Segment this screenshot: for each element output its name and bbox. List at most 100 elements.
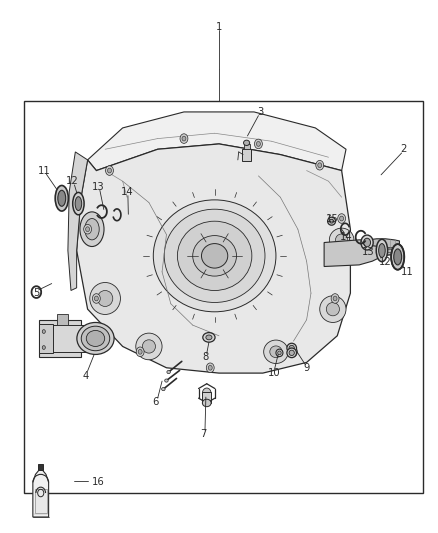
Text: 6: 6 [152,398,159,407]
Ellipse shape [193,236,237,276]
Ellipse shape [338,214,346,223]
Text: 7: 7 [201,430,207,439]
Polygon shape [367,239,399,248]
Text: 3: 3 [258,107,264,117]
Text: 12: 12 [66,176,79,186]
Ellipse shape [391,244,404,270]
Polygon shape [77,144,350,373]
Ellipse shape [289,350,294,356]
Ellipse shape [378,244,385,257]
Ellipse shape [320,296,346,322]
Ellipse shape [376,239,388,262]
Ellipse shape [81,326,110,351]
Text: 1: 1 [216,22,222,31]
Ellipse shape [85,219,99,240]
Text: 12: 12 [379,257,392,267]
Bar [39,320,81,357]
Polygon shape [68,152,88,290]
Text: 11: 11 [37,166,50,175]
Polygon shape [383,241,396,256]
Ellipse shape [77,322,114,354]
Polygon shape [88,112,346,171]
Ellipse shape [203,333,215,342]
Ellipse shape [336,234,348,246]
Ellipse shape [201,244,228,268]
Bar [35,489,47,513]
Ellipse shape [206,363,214,373]
Ellipse shape [254,139,262,149]
Ellipse shape [331,294,339,303]
Polygon shape [324,240,383,266]
Bar [242,149,251,161]
Ellipse shape [287,348,297,358]
Ellipse shape [92,294,100,303]
Ellipse shape [340,216,343,221]
Text: 14: 14 [121,187,133,197]
Bar [38,464,43,470]
Ellipse shape [153,200,276,312]
Ellipse shape [162,387,165,391]
Ellipse shape [80,212,104,247]
Ellipse shape [167,370,170,374]
Bar [244,144,250,149]
Ellipse shape [206,335,212,340]
Ellipse shape [270,346,282,358]
Text: 8: 8 [203,352,209,362]
Ellipse shape [55,185,68,211]
Ellipse shape [364,238,371,247]
Ellipse shape [287,343,297,353]
Ellipse shape [136,333,162,360]
Ellipse shape [177,221,252,290]
Text: 13: 13 [92,182,105,191]
Bar [57,314,68,325]
Text: 15: 15 [325,214,339,223]
Ellipse shape [202,388,211,399]
Ellipse shape [292,350,296,354]
Ellipse shape [394,249,402,265]
Ellipse shape [182,136,186,141]
Text: 11: 11 [401,267,414,277]
Ellipse shape [289,345,294,351]
Bar [52,325,95,352]
Ellipse shape [97,290,113,306]
Bar [24,101,423,493]
Ellipse shape [75,197,81,211]
Ellipse shape [86,330,105,346]
Bar [202,392,211,403]
Ellipse shape [316,160,324,170]
Ellipse shape [42,329,46,334]
Ellipse shape [142,340,155,353]
Ellipse shape [208,366,212,370]
Ellipse shape [278,351,281,355]
Text: 4: 4 [82,371,88,381]
Ellipse shape [106,166,113,175]
Ellipse shape [94,296,98,301]
Ellipse shape [107,168,111,173]
Ellipse shape [326,303,339,316]
Ellipse shape [164,209,265,302]
Ellipse shape [328,217,336,225]
Ellipse shape [165,379,168,382]
Ellipse shape [264,340,288,364]
Text: 13: 13 [362,247,374,256]
Text: 10: 10 [268,368,280,378]
Text: 16: 16 [92,478,105,487]
Ellipse shape [276,349,283,357]
Ellipse shape [90,282,120,314]
Ellipse shape [180,134,188,143]
Ellipse shape [361,235,373,250]
Ellipse shape [42,346,46,350]
Ellipse shape [244,140,250,146]
Ellipse shape [329,228,354,252]
Ellipse shape [290,347,297,357]
Bar [39,324,53,353]
Ellipse shape [330,220,334,223]
Ellipse shape [318,163,321,168]
Ellipse shape [58,190,66,206]
Ellipse shape [136,347,144,357]
Text: 14: 14 [340,232,352,242]
Text: 9: 9 [304,363,310,373]
Ellipse shape [86,227,90,232]
Ellipse shape [138,350,142,354]
Text: 2: 2 [400,144,406,154]
